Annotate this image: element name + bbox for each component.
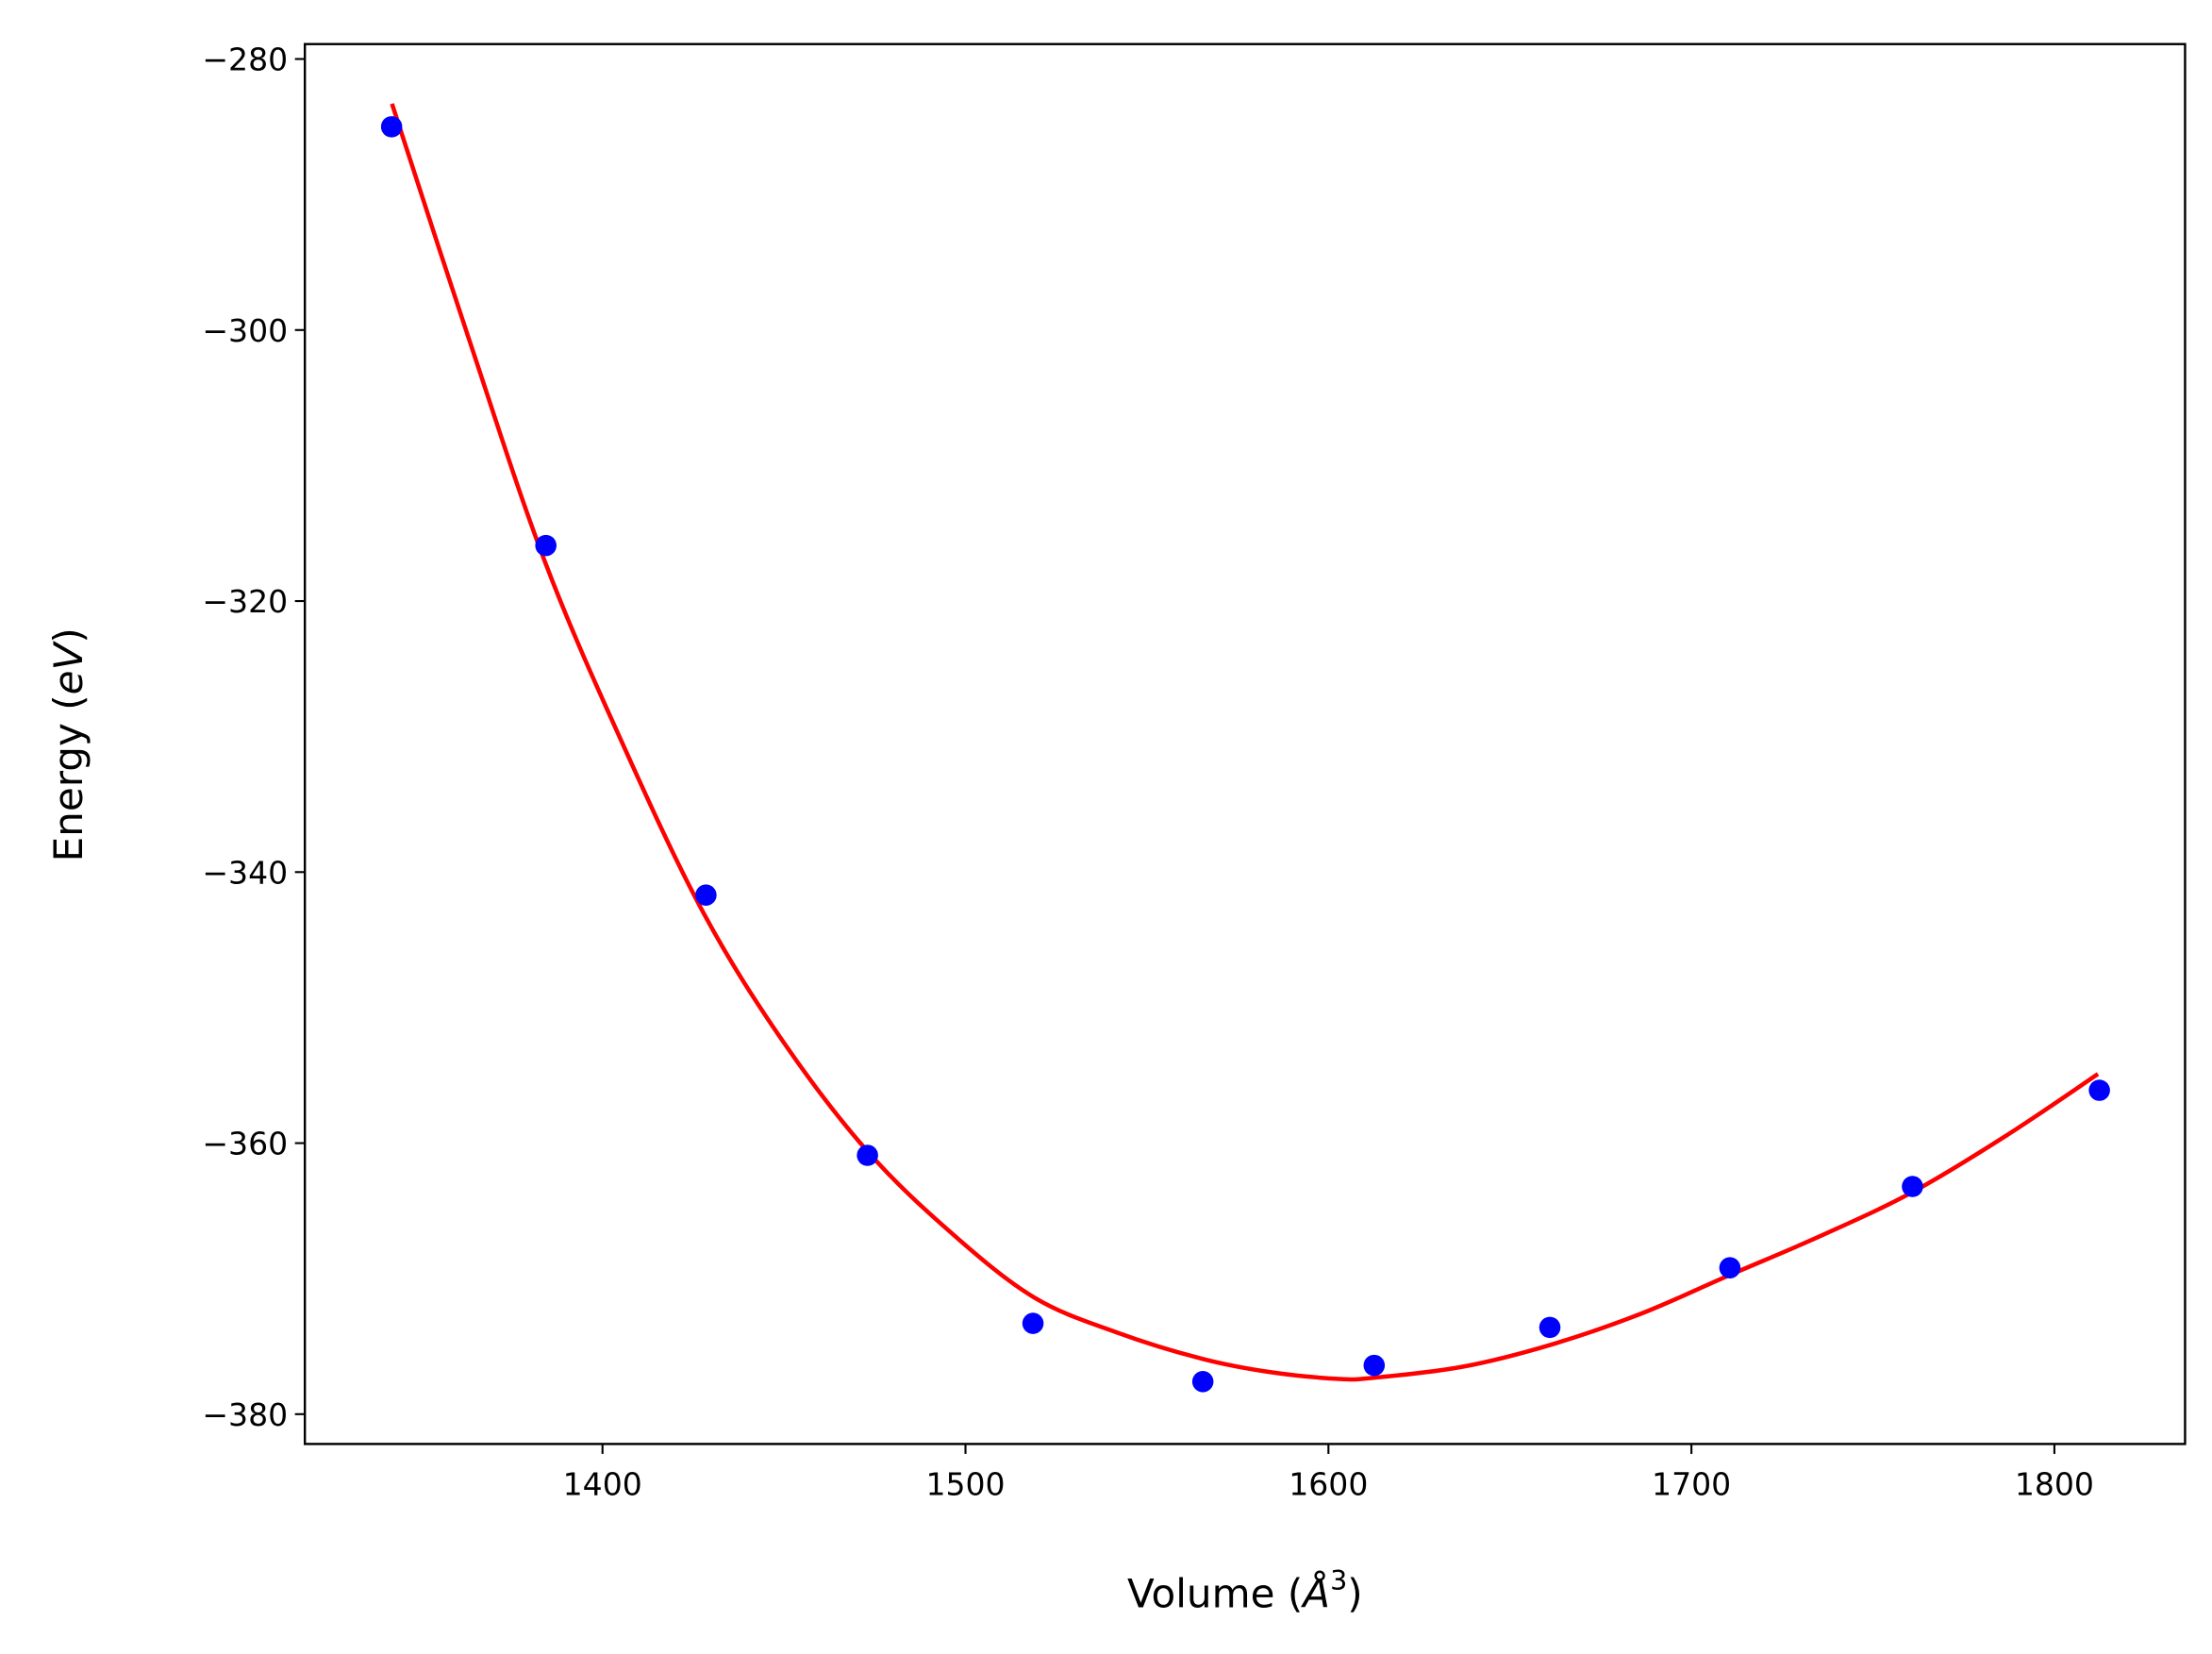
x-tick-label: 1500 (925, 1466, 1005, 1503)
y-tick-label: −320 (202, 583, 288, 620)
x-axis-label: Volume (Å3) (1127, 1564, 1363, 1616)
data-point (1902, 1176, 1923, 1197)
plot-area (380, 103, 2110, 1393)
x-tick-label: 1400 (563, 1466, 642, 1503)
axes-frame (303, 42, 2187, 1445)
data-point (1719, 1257, 1741, 1278)
x-tick-label: 1700 (1652, 1466, 1731, 1503)
data-point (1538, 1316, 1561, 1339)
data-point (2088, 1079, 2110, 1101)
data-point (380, 116, 403, 138)
data-point (695, 884, 717, 906)
y-tick-label: −280 (202, 42, 288, 78)
y-axis-label: Energy (eV) (45, 627, 91, 861)
x-tick-label: 1600 (1289, 1466, 1368, 1503)
y-tick-label: −380 (202, 1396, 288, 1433)
fit-curve (390, 103, 2100, 1382)
data-point (535, 534, 557, 557)
y-tick-label: −300 (202, 312, 288, 349)
y-tick-label: −340 (202, 854, 288, 891)
data-point (857, 1144, 878, 1166)
data-point (1363, 1354, 1386, 1377)
data-point (1022, 1312, 1044, 1334)
data-point (1191, 1371, 1214, 1393)
ticks: 1400 1500 1600 1700 1800 −280 −300 −320 −340 −360… (202, 42, 2094, 1503)
x-tick-label: 1800 (2015, 1466, 2094, 1503)
y-tick-label: −360 (202, 1126, 288, 1162)
